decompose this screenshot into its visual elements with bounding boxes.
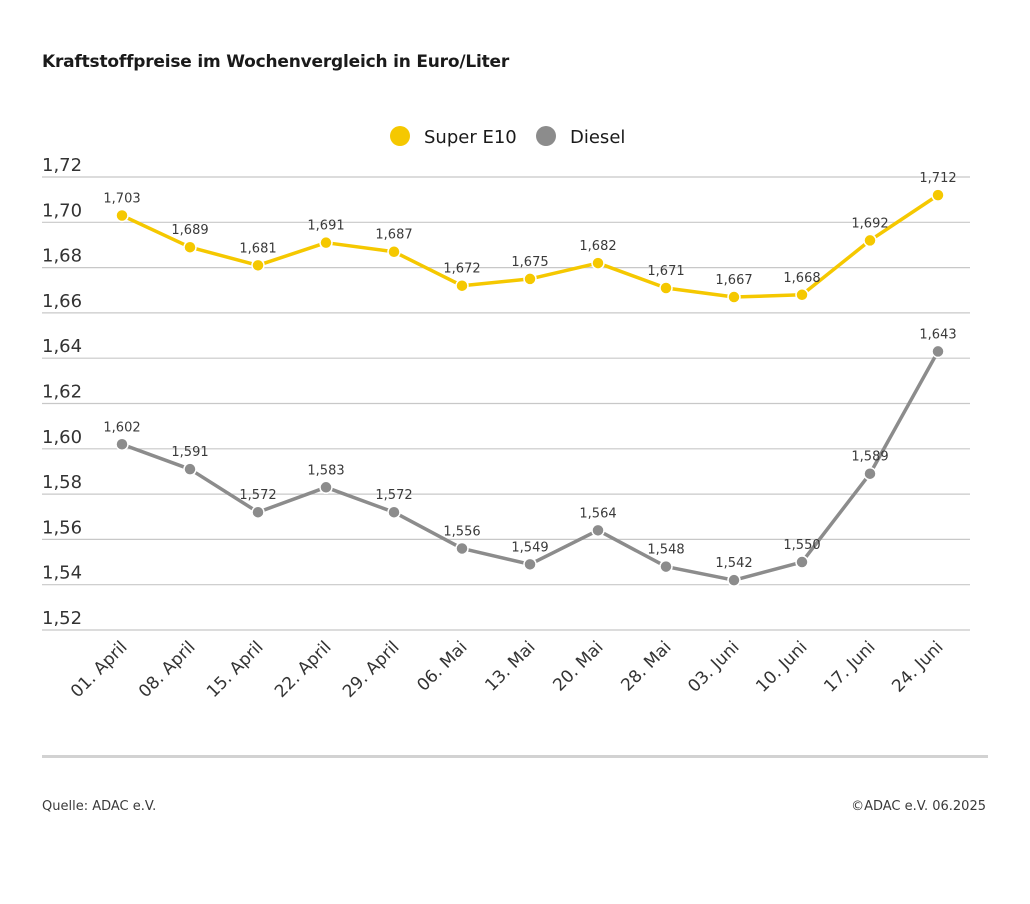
legend-label: Super E10 xyxy=(424,127,517,148)
data-label: 1,681 xyxy=(239,241,276,256)
data-label: 1,692 xyxy=(851,216,888,231)
data-label: 1,556 xyxy=(443,524,480,539)
data-point xyxy=(863,233,877,248)
x-tick-label: 10. Juni xyxy=(752,637,811,696)
y-tick-label: 1,70 xyxy=(42,200,82,221)
data-label: 1,703 xyxy=(103,192,140,207)
data-point xyxy=(659,281,673,295)
data-point xyxy=(659,559,673,574)
series-diesel: 1,602 1,591 1,572 1,583 1,572 1,556 1,549 1,564… xyxy=(103,327,957,587)
data-point xyxy=(387,244,401,259)
legend-marker xyxy=(536,126,556,146)
data-point xyxy=(727,290,741,304)
data-label: 1,591 xyxy=(171,445,208,460)
y-tick-label: 1,60 xyxy=(42,427,82,448)
data-label: 1,549 xyxy=(511,540,548,555)
data-point xyxy=(251,258,265,273)
legend: Super E10 Diesel xyxy=(390,126,625,148)
data-label: 1,687 xyxy=(375,228,412,243)
series-super-e10: 1,703 1,689 1,681 1,691 1,687 1,672 1,675 1,682… xyxy=(103,171,957,304)
y-tick-label: 1,62 xyxy=(42,382,82,403)
series: 1,703 1,689 1,681 1,691 1,687 1,672 1,675 1,682… xyxy=(103,171,957,587)
data-label: 1,643 xyxy=(919,327,956,342)
y-tick-label: 1,72 xyxy=(42,155,82,176)
y-tick-label: 1,56 xyxy=(42,517,82,538)
data-label: 1,675 xyxy=(511,255,548,270)
data-point xyxy=(183,240,197,254)
x-tick-label: 08. April xyxy=(135,637,200,702)
x-tick-label: 22. April xyxy=(271,637,336,702)
data-point xyxy=(523,557,537,572)
data-label: 1,548 xyxy=(647,543,684,558)
data-label: 1,542 xyxy=(715,556,752,571)
x-tick-label: 13. Mai xyxy=(481,637,539,695)
data-point xyxy=(727,573,741,587)
data-point xyxy=(455,278,469,293)
grid-lines xyxy=(42,176,970,631)
data-label: 1,572 xyxy=(375,488,412,503)
data-label: 1,583 xyxy=(307,463,344,478)
data-label: 1,667 xyxy=(715,273,752,288)
footer-divider xyxy=(42,755,988,758)
data-label: 1,564 xyxy=(579,506,616,521)
data-point xyxy=(455,541,469,556)
y-tick-label: 1,68 xyxy=(42,246,82,267)
chart-title: Kraftstoffpreise im Wochenvergleich in E… xyxy=(42,52,510,72)
data-point xyxy=(591,523,605,538)
data-point xyxy=(931,188,945,202)
data-label: 1,691 xyxy=(307,219,344,234)
data-label: 1,712 xyxy=(919,171,956,186)
data-label: 1,602 xyxy=(103,420,140,435)
data-point xyxy=(319,480,333,495)
data-label: 1,672 xyxy=(443,262,480,277)
y-tick-label: 1,54 xyxy=(42,563,82,584)
y-tick-label: 1,52 xyxy=(42,608,82,629)
x-tick-label: 28. Mai xyxy=(617,637,675,695)
x-axis-labels: 01. April 08. April 15. April 22. April 29. … xyxy=(67,637,948,702)
x-tick-label: 24. Juni xyxy=(888,637,947,696)
legend-label: Diesel xyxy=(570,127,625,148)
x-tick-label: 03. Juni xyxy=(684,637,743,696)
data-point xyxy=(251,505,265,519)
data-point xyxy=(931,344,945,359)
data-point xyxy=(591,256,605,270)
data-label: 1,550 xyxy=(783,538,820,553)
x-tick-label: 15. April xyxy=(203,637,268,702)
data-point xyxy=(115,208,129,223)
data-label: 1,689 xyxy=(171,223,208,238)
data-point xyxy=(523,272,537,286)
data-point xyxy=(795,288,809,302)
x-tick-label: 01. April xyxy=(67,637,132,702)
y-tick-label: 1,66 xyxy=(42,291,82,312)
legend-marker xyxy=(390,126,410,146)
data-label: 1,682 xyxy=(579,239,616,254)
y-tick-label: 1,64 xyxy=(42,336,82,357)
y-axis-ticks: 1,52 1,54 1,56 1,58 1,60 1,62 1,64 1,66 1,68 1,70… xyxy=(42,155,82,629)
x-tick-label: 29. April xyxy=(339,637,404,702)
data-point xyxy=(183,462,197,476)
copyright-note: ©ADAC e.V. 06.2025 xyxy=(851,799,986,814)
data-point xyxy=(863,466,877,481)
data-point xyxy=(795,555,809,569)
data-label: 1,572 xyxy=(239,488,276,503)
data-label: 1,668 xyxy=(783,271,820,286)
x-tick-label: 06. Mai xyxy=(413,637,471,695)
data-point xyxy=(115,437,129,452)
data-label: 1,671 xyxy=(647,264,684,279)
y-tick-label: 1,58 xyxy=(42,472,82,493)
x-tick-label: 17. Juni xyxy=(820,637,879,696)
data-point xyxy=(387,505,401,519)
source-note: Quelle: ADAC e.V. xyxy=(42,799,157,814)
x-tick-label: 20. Mai xyxy=(549,637,607,695)
data-label: 1,589 xyxy=(851,450,888,465)
data-point xyxy=(319,235,333,250)
